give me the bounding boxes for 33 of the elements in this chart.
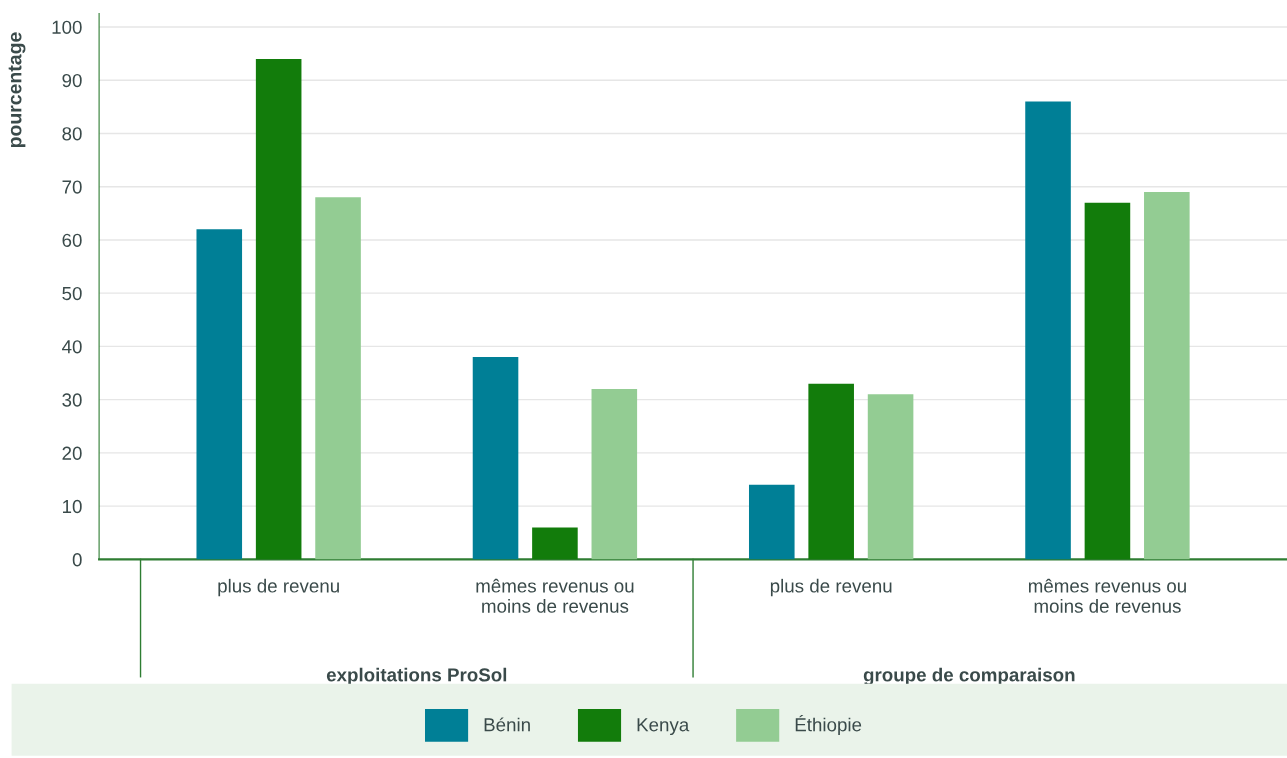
x-tick-label: plus de revenu bbox=[770, 578, 892, 597]
legend-label: Kenya bbox=[637, 718, 690, 736]
y-tick-label: 80 bbox=[62, 127, 82, 141]
bar bbox=[867, 394, 914, 560]
bar bbox=[315, 197, 361, 560]
bar bbox=[1025, 101, 1071, 560]
bar bbox=[472, 357, 519, 560]
y-tick-label: 20 bbox=[62, 446, 82, 460]
bar bbox=[591, 389, 638, 560]
y-tick-label: 10 bbox=[63, 499, 82, 514]
legend-label: Bénin bbox=[484, 717, 530, 732]
y-axis-title: pourcentage bbox=[8, 32, 26, 148]
y-tick-label: 60 bbox=[62, 233, 82, 247]
y-tick-label: 50 bbox=[62, 286, 82, 301]
x-tick-label: plus de revenu bbox=[218, 578, 339, 597]
bar bbox=[196, 229, 243, 560]
y-tick-label: 70 bbox=[62, 180, 82, 194]
x-tick-label: mêmes revenus ou moins de revenus bbox=[476, 578, 634, 613]
bar bbox=[1144, 192, 1190, 560]
legend-label: Éthiopie bbox=[795, 714, 862, 736]
y-tick-label: 90 bbox=[62, 73, 82, 88]
text: exploitations ProSol bbox=[326, 667, 507, 686]
bar bbox=[532, 527, 578, 560]
text: groupe de comparaison bbox=[863, 667, 1075, 686]
x-tick-label: mêmes revenus ou moins de revenus bbox=[1028, 578, 1186, 613]
y-tick-label: 0 bbox=[72, 553, 82, 567]
bar bbox=[748, 484, 795, 560]
y-tick-label: 40 bbox=[62, 340, 82, 354]
bar bbox=[1084, 202, 1131, 560]
y-tick-label: 100 bbox=[52, 20, 82, 34]
y-tick-label: 30 bbox=[62, 393, 82, 407]
bar bbox=[255, 58, 302, 560]
bar bbox=[808, 383, 854, 560]
